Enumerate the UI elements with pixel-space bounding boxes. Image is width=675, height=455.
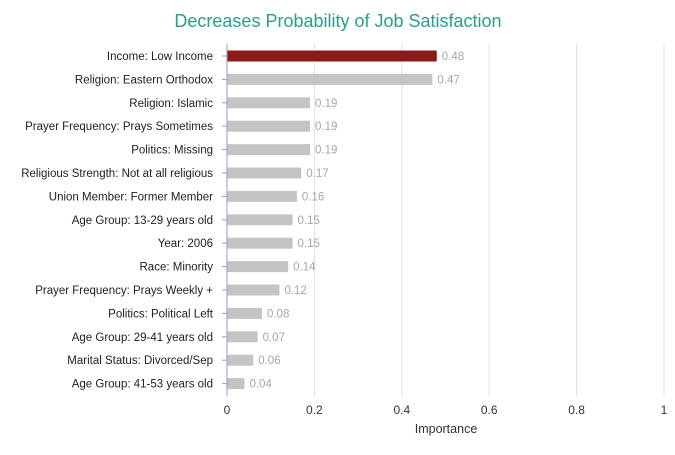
x-tick-label: 0: [224, 403, 231, 417]
bar: [227, 214, 293, 226]
category-label: Race: Minority: [140, 262, 214, 274]
category-label: Religion: Islamic: [129, 98, 213, 110]
category-label: Union Member: Former Member: [49, 191, 213, 203]
x-tick-label: 0.2: [306, 403, 323, 417]
bar: [227, 261, 289, 273]
bar: [227, 378, 245, 390]
x-tick-label: 1: [661, 403, 668, 417]
value-label: 0.14: [293, 262, 316, 274]
bar: [227, 50, 437, 62]
category-label: Income: Low Income: [107, 51, 213, 63]
value-label: 0.08: [267, 308, 289, 320]
grid-lines: [313, 44, 665, 396]
value-label: 0.47: [437, 74, 459, 86]
bar: [227, 190, 297, 202]
category-label: Age Group: 29-41 years old: [72, 332, 213, 344]
bar: [227, 167, 302, 179]
category-label: Age Group: 13-29 years old: [72, 215, 213, 227]
bar: [227, 144, 311, 156]
category-label: Age Group: 41-53 years old: [72, 379, 213, 391]
value-label: 0.04: [249, 379, 272, 391]
value-label: 0.07: [263, 332, 285, 344]
value-label: 0.19: [315, 98, 337, 110]
y-axis: [222, 44, 228, 396]
bar: [227, 354, 254, 366]
bar: [227, 331, 258, 343]
bar: [227, 120, 311, 132]
category-label: Religious Strength: Not at all religious: [21, 168, 213, 180]
value-label: 0.19: [315, 145, 337, 157]
value-label: 0.15: [298, 238, 320, 250]
value-labels: 0.48 0.47 0.19 0.19 0.19 0.17 0.16 0.15 0.15 0.14…: [249, 51, 464, 391]
x-tick-label: 0.8: [568, 403, 585, 417]
bar: [227, 307, 262, 319]
chart-title: Decreases Probability of Job Satisfactio…: [174, 11, 501, 31]
x-tick-label: 0.4: [393, 403, 410, 417]
value-label: 0.16: [302, 191, 324, 203]
value-label: 0.19: [315, 121, 337, 133]
value-label: 0.48: [442, 51, 464, 63]
category-label: Year: 2006: [158, 238, 213, 250]
category-labels: Income: Low Income Religion: Eastern Orth…: [21, 51, 214, 391]
category-label: Religion: Eastern Orthodox: [75, 74, 213, 86]
value-label: 0.12: [284, 285, 306, 297]
bar: [227, 97, 311, 109]
bar: [227, 284, 280, 296]
bar: [227, 73, 433, 85]
category-label: Politics: Missing: [131, 145, 213, 157]
category-label: Prayer Frequency: Prays Sometimes: [25, 121, 213, 133]
x-tick-labels: 0 0.2 0.4 0.6 0.8 1: [224, 403, 668, 417]
x-axis-label: Importance: [415, 422, 478, 436]
value-label: 0.15: [298, 215, 320, 227]
value-label: 0.06: [258, 355, 280, 367]
bar: [227, 237, 293, 249]
category-label: Marital Status: Divorced/Sep: [67, 355, 213, 367]
bars: [227, 50, 437, 390]
x-tick-label: 0.6: [481, 403, 498, 417]
value-label: 0.17: [306, 168, 328, 180]
category-label: Prayer Frequency: Prays Weekly +: [35, 285, 213, 297]
category-label: Politics: Political Left: [108, 308, 214, 320]
